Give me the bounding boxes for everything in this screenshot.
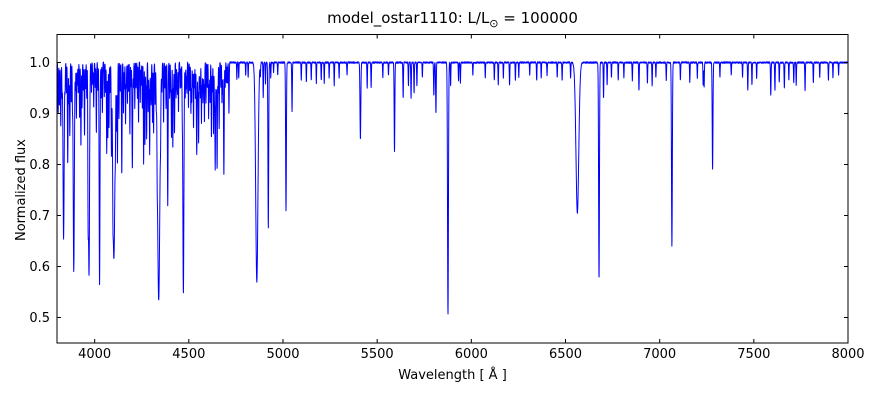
x-tick-label: 8000: [831, 347, 864, 362]
y-tick-label: 1.0: [29, 56, 50, 71]
chart-title-suffix: = 100000: [498, 9, 578, 27]
x-axis-label: Wavelength [ Å ]: [398, 368, 507, 383]
x-tick-label: 4000: [78, 347, 111, 362]
plot-frame: [56, 34, 849, 344]
y-tick-label: 0.9: [29, 107, 50, 122]
x-tick-label: 6500: [549, 347, 582, 362]
y-tick-label: 0.7: [29, 209, 50, 224]
x-tick-label: 4500: [172, 347, 205, 362]
y-tick-label: 0.5: [29, 311, 50, 326]
y-tick-label: 0.8: [29, 158, 50, 173]
y-tick-label: 0.6: [29, 260, 50, 275]
x-tick-label: 7500: [737, 347, 770, 362]
spectrum-line: [56, 61, 849, 315]
x-tick-label: 5500: [361, 347, 394, 362]
x-tick-label: 5000: [266, 347, 299, 362]
chart-title: model_ostar1110: L/L⊙ = 100000: [57, 9, 848, 30]
solar-symbol: ⊙: [489, 17, 499, 30]
x-tick-label: 6000: [455, 347, 488, 362]
x-tick-label: 7000: [643, 347, 676, 362]
y-axis-label: Normalized flux: [14, 139, 29, 241]
chart-title-prefix: model_ostar1110: L/L: [327, 9, 490, 27]
